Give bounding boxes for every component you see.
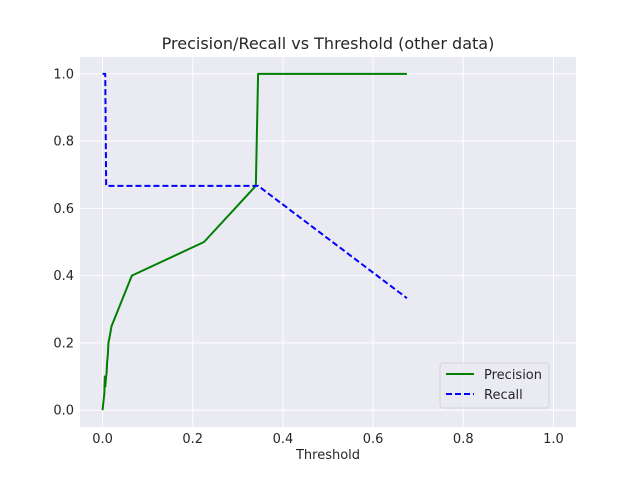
x-tick-label: 1.0 (543, 432, 564, 447)
x-tick-label: 0.0 (92, 432, 113, 447)
y-axis-ticks: 0.0 0.2 0.4 0.6 0.8 1.0 (53, 67, 74, 418)
y-tick-label: 0.6 (53, 202, 74, 217)
y-tick-label: 0.8 (53, 135, 74, 150)
legend-recall-label: Recall (484, 388, 523, 403)
grid-lines (80, 57, 576, 427)
legend: Precision Recall (439, 362, 550, 409)
x-tick-label: 0.8 (453, 432, 474, 447)
y-tick-label: 0.4 (53, 269, 74, 284)
y-tick-label: 0.2 (53, 336, 74, 351)
series-line-recall (102, 72, 408, 299)
series-line-precision (101, 72, 407, 411)
legend-precision-label: Precision (484, 368, 542, 383)
x-tick-label: 0.6 (363, 432, 384, 447)
x-axis-ticks: 0.0 0.2 0.4 0.6 0.8 1.0 (92, 432, 564, 447)
series-layer (101, 72, 408, 411)
y-tick-label: 1.0 (53, 67, 74, 82)
x-axis-title: Threshold (295, 448, 360, 463)
x-tick-label: 0.4 (273, 432, 294, 447)
x-tick-label: 0.2 (182, 432, 203, 447)
chart-title: Precision/Recall vs Threshold (other dat… (162, 34, 495, 53)
y-tick-label: 0.0 (53, 404, 74, 419)
